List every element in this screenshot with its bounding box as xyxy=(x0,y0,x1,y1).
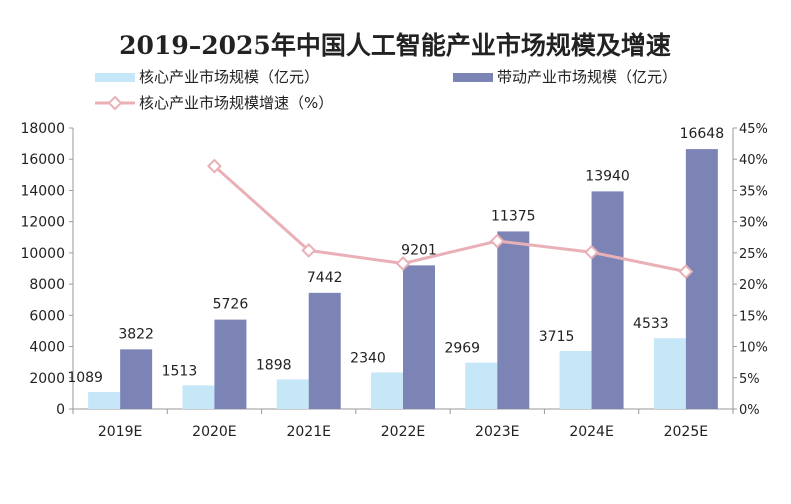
growth-point xyxy=(678,264,694,280)
legend-swatch xyxy=(95,73,135,82)
driven-bar-label: 9201 xyxy=(401,242,437,258)
x-tick-label: 2025E xyxy=(664,424,708,440)
legend-swatch xyxy=(453,73,493,82)
y-tick-label: 18000 xyxy=(20,121,65,137)
core-bar-label: 4533 xyxy=(633,316,669,332)
core-bar xyxy=(465,362,498,409)
core-bar-label: 1513 xyxy=(162,363,198,379)
growth-point xyxy=(584,244,599,260)
y2-tick-label: 0% xyxy=(739,403,760,418)
chart-title: 2019–2025年中国人工智能产业市场规模及增速 xyxy=(119,31,671,60)
driven-bar xyxy=(497,231,530,409)
driven-bar-label: 5726 xyxy=(213,297,249,313)
x-tick-label: 2022E xyxy=(381,424,425,440)
y2-tick-label: 30% xyxy=(739,216,768,231)
core-bar-label: 3715 xyxy=(539,329,575,345)
legend: 核心产业市场规模（亿元） 带动产业市场规模（亿元） 核心产业市场规模增速（%） xyxy=(95,68,677,112)
legend-label: 带动产业市场规模（亿元） xyxy=(497,68,677,86)
core-bar-label: 1089 xyxy=(67,370,103,386)
y-tick-label: 6000 xyxy=(29,308,65,324)
axes: 0 2000 4000 6000 8000 10000 12000 14000 16000 180… xyxy=(20,121,767,440)
driven-bar-label: 7442 xyxy=(307,270,343,286)
y2-tick-label: 45% xyxy=(739,122,768,137)
y2-tick-label: 5% xyxy=(739,372,760,387)
core-bar xyxy=(88,391,121,409)
y2-tick-label: 10% xyxy=(739,341,768,356)
driven-bar xyxy=(308,292,341,409)
driven-bar-label: 16648 xyxy=(680,126,725,142)
legend-label: 核心产业市场规模增速（%） xyxy=(139,94,333,112)
core-bar xyxy=(276,379,309,409)
y-tick-label: 16000 xyxy=(20,152,65,168)
growth-line-path xyxy=(213,164,687,274)
y2-tick-label: 25% xyxy=(739,247,768,262)
core-bar xyxy=(371,372,403,409)
y-tick-label: 4000 xyxy=(29,340,65,356)
driven-bar xyxy=(214,319,247,409)
driven-bar-label: 11375 xyxy=(491,208,536,224)
x-tick-label: 2023E xyxy=(475,424,519,440)
core-bar-label: 1898 xyxy=(256,357,292,373)
legend-marker xyxy=(107,95,123,111)
x-tick-label: 2020E xyxy=(192,424,236,440)
y-tick-label: 8000 xyxy=(29,277,65,293)
driven-bar xyxy=(403,265,435,409)
y-tick-label: 14000 xyxy=(20,183,65,199)
y2-tick-label: 20% xyxy=(739,278,768,293)
driven-bar-label: 3822 xyxy=(118,326,154,342)
y-tick-label: 2000 xyxy=(29,371,65,387)
data-labels: 1089 1513 1898 2340 2969 3715 4533 3822 5726 7442… xyxy=(67,126,724,386)
core-bar xyxy=(559,351,592,409)
driven-bar xyxy=(120,349,153,409)
y2-tick-label: 40% xyxy=(739,153,768,168)
growth-point xyxy=(395,256,411,271)
y-tick-label: 0 xyxy=(56,402,65,418)
growth-point xyxy=(489,233,505,249)
x-tick-label: 2021E xyxy=(286,424,330,440)
driven-bar xyxy=(591,191,624,409)
core-bar-label: 2340 xyxy=(350,350,386,366)
growth-point xyxy=(301,242,317,258)
core-bar xyxy=(182,385,215,409)
legend-label: 核心产业市场规模（亿元） xyxy=(139,68,319,86)
bars xyxy=(88,149,718,410)
driven-bar-label: 13940 xyxy=(585,168,630,184)
core-bar-label: 2969 xyxy=(444,341,480,357)
y2-tick-label: 15% xyxy=(739,309,768,324)
growth-point xyxy=(207,158,222,174)
core-bar xyxy=(653,338,686,409)
y-tick-label: 10000 xyxy=(20,246,65,262)
x-tick-label: 2024E xyxy=(569,424,613,440)
growth-line xyxy=(207,158,694,280)
y-tick-label: 12000 xyxy=(20,215,65,231)
x-tick-label: 2019E xyxy=(98,424,142,440)
driven-bar xyxy=(685,149,718,410)
y2-tick-label: 35% xyxy=(739,184,768,199)
